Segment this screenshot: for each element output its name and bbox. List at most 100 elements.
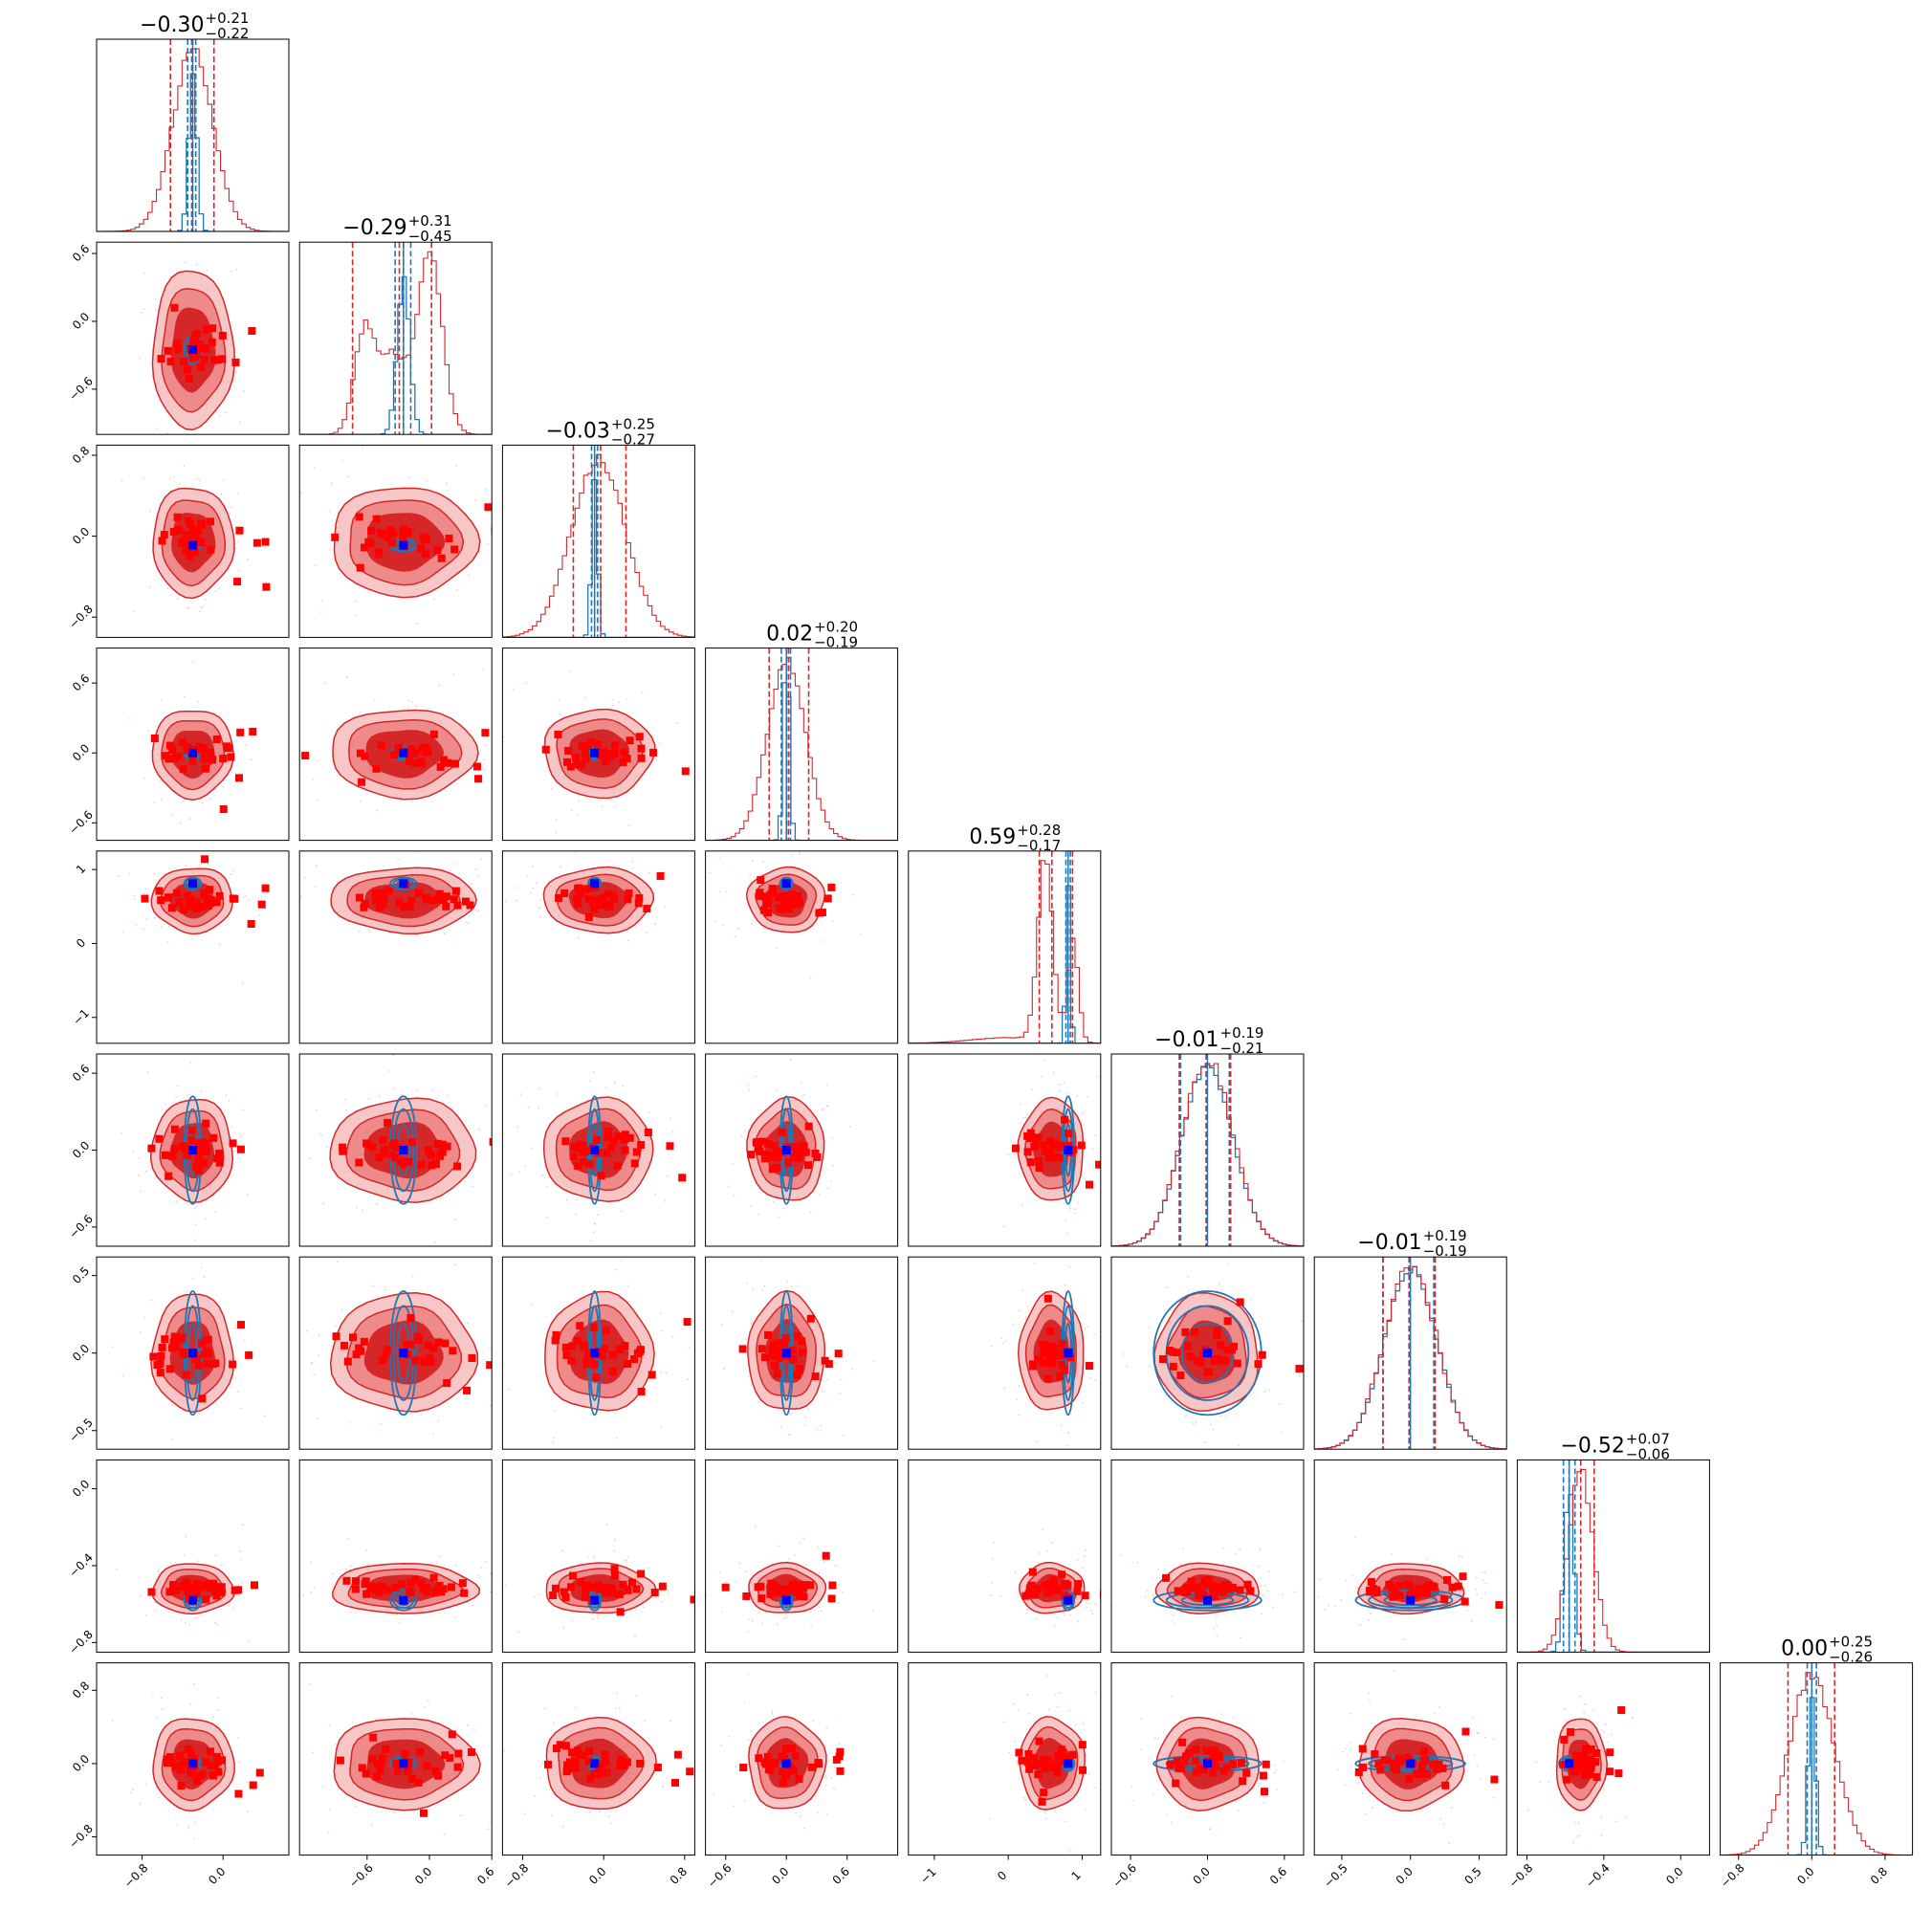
sample-dot [140,311,143,314]
panel-r5-c1 [298,1053,493,1247]
sample-dot [747,1591,749,1592]
sample-dot [671,1131,674,1133]
solution-marker [590,905,599,913]
sample-dot [826,1378,829,1381]
sample-dot [532,1765,534,1767]
solution-marker [363,1140,372,1149]
sample-dot [835,1362,838,1364]
solution-marker [1258,1350,1266,1359]
solution-marker [179,538,187,546]
sample-dot [799,852,801,854]
solution-marker [789,1153,798,1162]
solution-marker [208,338,216,346]
solution-marker [252,538,261,547]
sample-dot [316,799,318,801]
solution-marker [1395,1582,1404,1591]
sample-dot [620,1210,623,1213]
solution-marker [235,526,244,535]
solution-marker [460,1589,469,1597]
solution-marker [828,1581,837,1590]
sample-dot [1482,1579,1484,1582]
solution-marker [1223,1346,1232,1354]
solution-marker [1200,1766,1209,1774]
solution-marker [568,1571,577,1580]
sample-dot [833,1788,835,1790]
solution-marker [364,538,373,546]
sample-dot [1238,1443,1240,1446]
sample-dot [574,851,577,854]
truth-marker [1064,1759,1073,1768]
solution-marker [784,1158,793,1167]
sample-dot [437,1419,440,1422]
sample-dot [790,1284,793,1287]
sample-dot [646,931,648,933]
y-tick-label: 0.6 [70,1062,92,1084]
sample-dot [556,1093,559,1095]
sample-dot [237,1157,240,1160]
solution-marker [795,898,803,907]
solution-marker [573,894,582,903]
solution-marker [179,738,187,747]
solution-marker [614,1132,623,1141]
sample-dot [145,918,148,920]
solution-marker [763,899,772,908]
solution-marker [561,1742,570,1750]
sample-dot [1035,1617,1037,1620]
sample-dot [1148,1327,1151,1329]
sample-dot [410,800,413,802]
sample-dot [1328,1604,1330,1607]
sample-dot [819,1194,821,1197]
sample-dot-other [1068,1265,1071,1268]
sample-dot [192,1837,195,1840]
solution-marker [804,1122,813,1131]
solution-marker [790,1143,799,1152]
sample-dot [171,1438,173,1440]
solution-marker [203,894,211,903]
solution-marker [165,1172,173,1180]
solution-marker [568,1342,577,1350]
sample-dot-other [401,1093,403,1096]
solution-marker [167,904,176,912]
sample-dot [627,1556,630,1559]
sample-dot [1478,1731,1480,1734]
panel-frame [501,850,695,1044]
sample-dot [1014,1156,1017,1159]
histogram-main-3 [705,657,898,841]
solution-marker [617,1755,626,1764]
sample-dot [597,1214,599,1217]
solution-marker [380,1150,388,1158]
solution-marker [194,1156,203,1165]
sample-dot [794,1554,796,1556]
sample-dot [743,1800,746,1803]
solution-marker [199,1158,208,1167]
solution-marker [771,1361,779,1370]
solution-marker [560,1588,568,1596]
solution-marker [1166,1347,1175,1355]
panel-r2-c0: 0.80.0−0.8 [66,444,290,638]
sample-dot [225,1094,228,1097]
sample-dot [140,1190,142,1193]
sample-dot [613,1082,616,1084]
sample-dot [328,510,331,513]
solution-marker [358,1764,366,1772]
sample-dot [631,867,634,869]
solution-marker [262,582,271,591]
sample-dot [842,1435,845,1437]
sample-dot [728,1735,731,1738]
sample-dot [241,1581,244,1584]
solution-marker [429,1573,438,1582]
sample-dot [799,1541,801,1544]
sample-dot [507,1608,509,1610]
solution-marker [635,894,644,903]
sample-dot [675,722,678,725]
sample-dot [1342,1750,1344,1753]
solution-marker [834,1350,843,1358]
solution-marker [169,1581,178,1590]
sample-dot [466,1322,469,1325]
solution-marker [197,1142,206,1151]
panel-title-1: −0.29 [342,216,406,240]
sample-dot [1076,1095,1079,1097]
solution-marker [417,759,426,768]
sample-dot-other [1466,1609,1469,1612]
truth-marker [1203,1349,1212,1358]
